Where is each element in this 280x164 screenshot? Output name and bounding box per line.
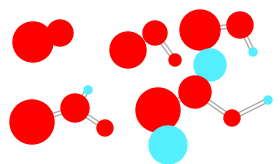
Circle shape xyxy=(61,94,89,122)
Circle shape xyxy=(149,126,187,164)
Circle shape xyxy=(179,76,211,108)
Circle shape xyxy=(13,22,53,62)
Circle shape xyxy=(194,49,226,81)
Circle shape xyxy=(110,32,146,68)
Circle shape xyxy=(227,12,253,38)
Circle shape xyxy=(143,21,167,45)
Circle shape xyxy=(249,48,257,56)
Circle shape xyxy=(169,54,181,66)
Circle shape xyxy=(10,100,54,144)
Circle shape xyxy=(264,96,272,104)
Circle shape xyxy=(180,10,220,50)
Circle shape xyxy=(84,86,92,94)
Circle shape xyxy=(97,120,113,136)
Circle shape xyxy=(47,20,73,46)
Circle shape xyxy=(136,88,180,132)
Circle shape xyxy=(224,110,240,126)
